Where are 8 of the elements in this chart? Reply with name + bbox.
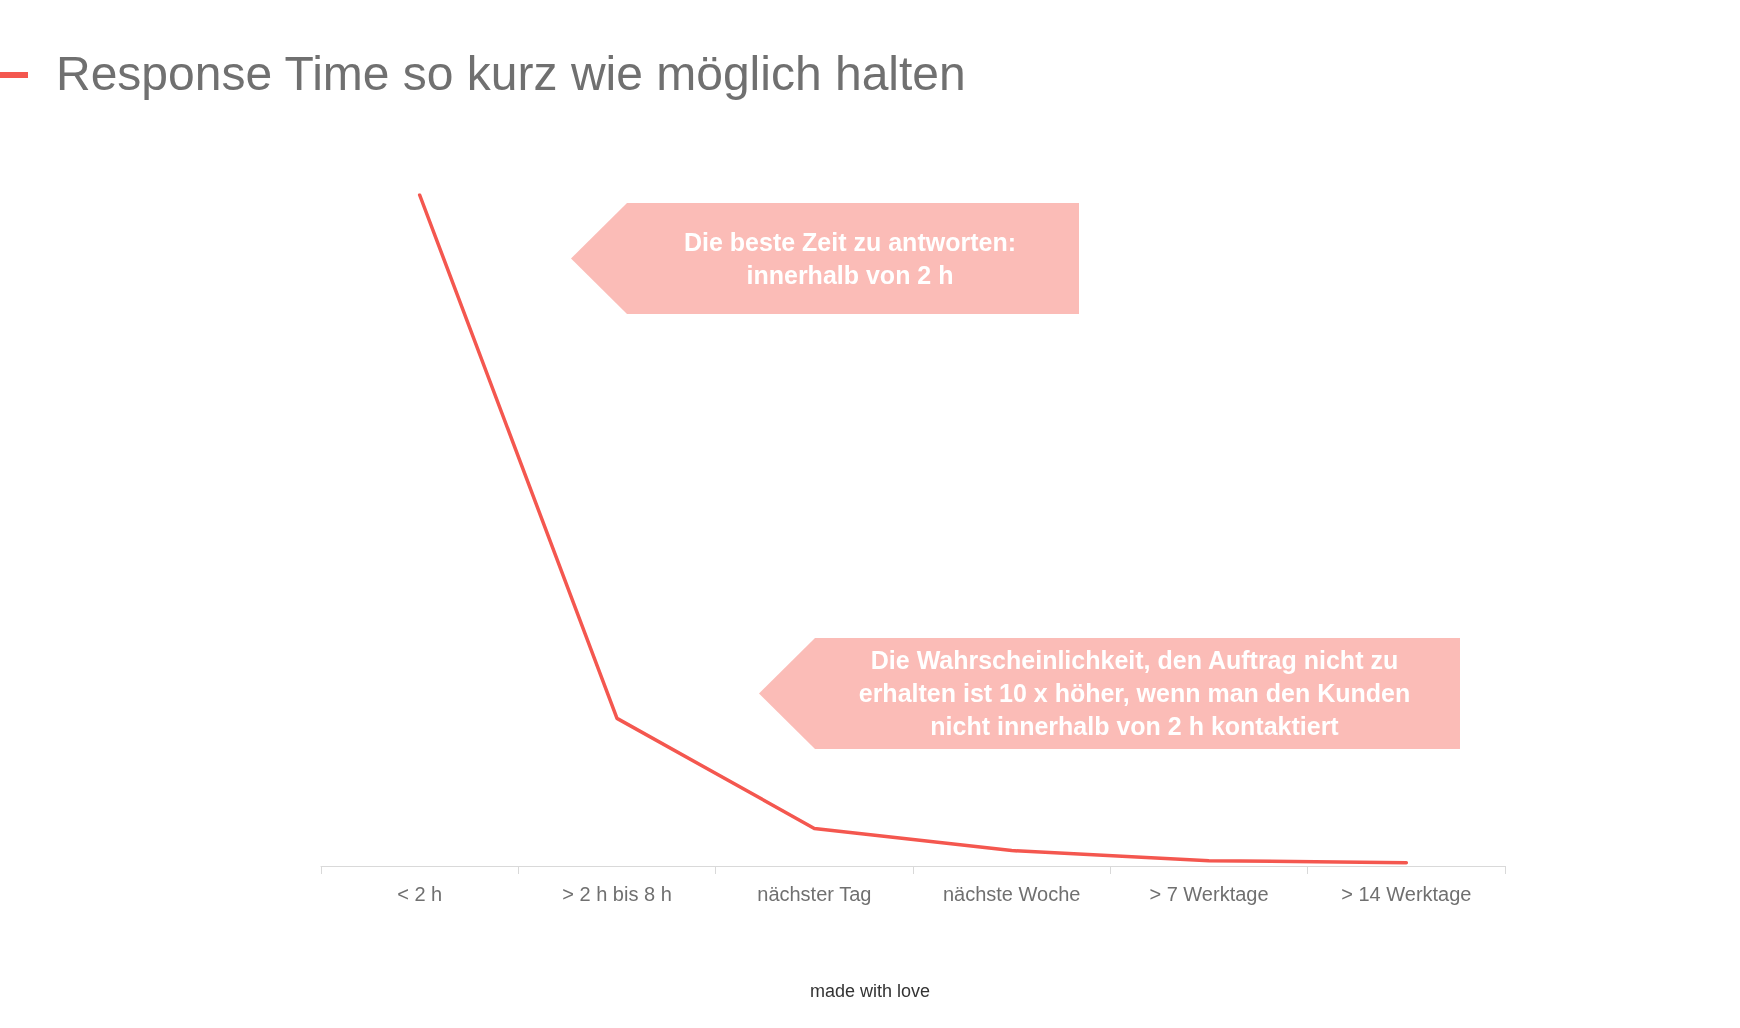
chart-title: Response Time so kurz wie möglich halten bbox=[56, 46, 966, 101]
x-tick-label: > 14 Werktage bbox=[1341, 883, 1472, 905]
text: made with love bbox=[808, 981, 932, 1002]
x-tick-label: > 2 h bis 8 h bbox=[562, 883, 672, 905]
x-tick-label: < 2 h bbox=[397, 883, 443, 905]
x-tick-label: nächste Woche bbox=[942, 883, 1081, 905]
x-tick-label: > 7 Werktage bbox=[1149, 883, 1269, 905]
x-tick-label: nächster Tag bbox=[757, 883, 872, 905]
